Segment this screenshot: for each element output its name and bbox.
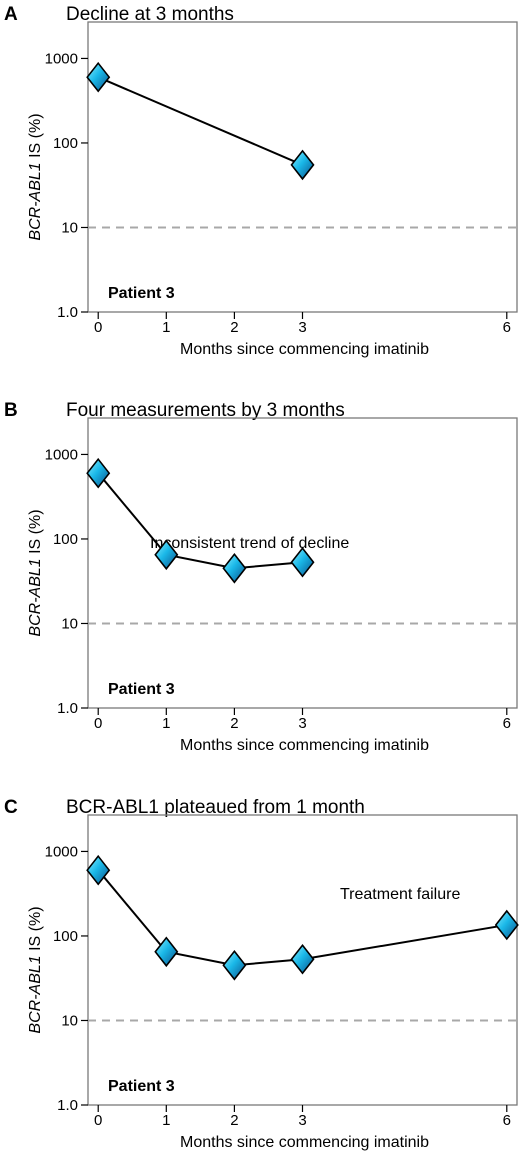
panel-a-data-point — [86, 61, 111, 93]
panel-a-patient-label: Patient 3 — [108, 285, 175, 302]
panel-c-y-axis-label: BCR-ABL1 IS (%) — [27, 906, 44, 1033]
panel-b-x-tick-label: 3 — [298, 715, 306, 732]
panel-c-data-point — [290, 943, 315, 975]
panel-a-y-tick-label: 10 — [61, 219, 78, 236]
panel-c-y-tick-label: 10 — [61, 1012, 78, 1029]
panel-a-x-tick-label: 0 — [94, 319, 102, 336]
panel-c-data-point — [494, 909, 519, 941]
panel-b-annotation: Inconsistent trend of decline — [150, 535, 349, 552]
panel-c-y-tick-label: 1000 — [45, 843, 78, 860]
panel-c-x-tick-label: 6 — [503, 1112, 511, 1129]
panel-b-x-axis-label: Months since commencing imatinib — [180, 737, 429, 754]
panel-c-title: BCR-ABL1 plateaued from 1 month — [66, 797, 365, 818]
panel-a-y-tick-label: 1000 — [45, 50, 78, 67]
panel-b-data-point — [154, 539, 179, 571]
panel-b-title: Four measurements by 3 months — [66, 400, 345, 421]
panel-c: C BCR-ABL1 plateaued from 1 month1.010100… — [4, 797, 519, 1151]
panel-a-series-line — [97, 76, 303, 166]
panel-b-data-point — [290, 546, 315, 578]
panel-a-y-tick-label: 1.0 — [57, 304, 78, 321]
panel-a-y-tick-label: 100 — [53, 135, 78, 152]
panel-c-x-tick-label: 1 — [162, 1112, 170, 1129]
panel-c-y-tick-label: 100 — [53, 928, 78, 945]
panel-a-x-tick-label: 6 — [503, 319, 511, 336]
panel-c-x-tick-label: 3 — [298, 1112, 306, 1129]
panel-b-patient-label: Patient 3 — [108, 681, 175, 698]
panel-b-data-point — [222, 552, 247, 584]
panel-c-data-point — [222, 949, 247, 981]
panel-c-x-tick-label: 2 — [230, 1112, 238, 1129]
panel-b-x-tick-label: 1 — [162, 715, 170, 732]
panel-c-data-point — [86, 854, 111, 886]
panel-a-x-tick-label: 1 — [162, 319, 170, 336]
panel-b-x-tick-label: 6 — [503, 715, 511, 732]
panel-b-letter: B — [4, 400, 18, 421]
panel-b-y-tick-label: 100 — [53, 531, 78, 548]
panel-c-patient-label: Patient 3 — [108, 1078, 175, 1095]
panel-c-x-axis-label: Months since commencing imatinib — [180, 1134, 429, 1151]
panel-c-data-point — [154, 936, 179, 968]
panel-b: B Four measurements by 3 months1.01010010… — [4, 400, 518, 754]
panel-a-data-point — [290, 149, 315, 181]
panel-b-y-axis-label: BCR-ABL1 IS (%) — [27, 509, 44, 636]
panel-c-letter: C — [4, 797, 18, 818]
panel-b-x-tick-label: 2 — [230, 715, 238, 732]
panel-a: A Decline at 3 months 1.0 10 100 1000 0 1 2 3 6 Mon… — [4, 4, 518, 358]
panel-a-x-axis-label: Months since commencing imatinib — [180, 341, 429, 358]
panel-b-y-tick-label: 10 — [61, 615, 78, 632]
panel-b-y-tick-label: 1000 — [45, 446, 78, 463]
panel-b-series-line — [97, 472, 303, 570]
panel-a-letter: A — [4, 4, 18, 25]
panel-a-y-axis-label: BCR-ABL1 IS (%) — [27, 113, 44, 240]
panel-b-x-tick-label: 0 — [94, 715, 102, 732]
panel-c-x-tick-label: 0 — [94, 1112, 102, 1129]
panel-a-x-tick-label: 3 — [298, 319, 306, 336]
panel-c-y-tick-label: 1.0 — [57, 1097, 78, 1114]
panel-b-data-point — [86, 457, 111, 489]
panel-a-title: Decline at 3 months — [66, 4, 234, 25]
panel-b-y-tick-label: 1.0 — [57, 700, 78, 717]
panel-a-x-tick-label: 2 — [230, 319, 238, 336]
panel-c-annotation: Treatment failure — [340, 886, 460, 903]
